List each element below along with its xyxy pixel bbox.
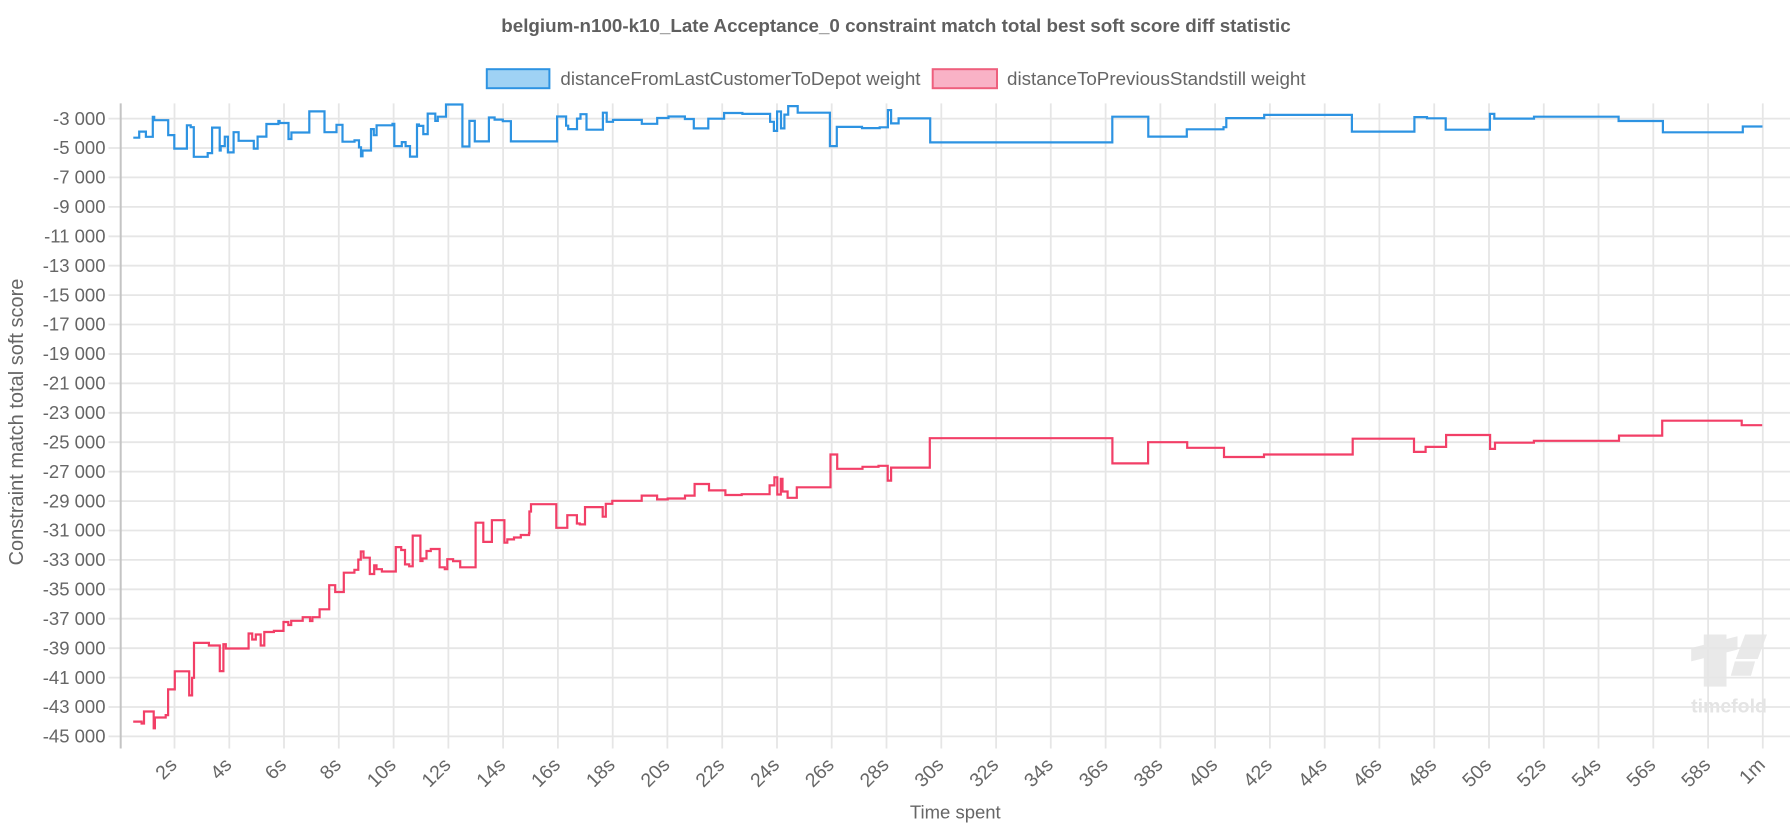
svg-text:-21 000: -21 000 [43,373,106,394]
svg-text:distanceToPreviousStandstill w: distanceToPreviousStandstill weight [1007,68,1306,89]
svg-text:-33 000: -33 000 [43,549,106,570]
svg-text:-35 000: -35 000 [43,579,106,600]
svg-text:-37 000: -37 000 [43,608,106,629]
svg-text:Time spent: Time spent [910,801,1001,822]
svg-text:-3 000: -3 000 [53,108,105,129]
svg-text:-23 000: -23 000 [43,402,106,423]
svg-text:-19 000: -19 000 [43,343,106,364]
svg-text:belgium-n100-k10_Late Acceptan: belgium-n100-k10_Late Acceptance_0 const… [501,15,1290,36]
svg-text:-29 000: -29 000 [43,490,106,511]
svg-text:-39 000: -39 000 [43,637,106,658]
svg-text:-7 000: -7 000 [53,167,105,188]
svg-text:-13 000: -13 000 [43,255,106,276]
svg-text:distanceFromLastCustomerToDepo: distanceFromLastCustomerToDepot weight [560,68,921,89]
svg-text:-25 000: -25 000 [43,431,106,452]
svg-text:-17 000: -17 000 [43,314,106,335]
svg-text:-43 000: -43 000 [43,696,106,717]
svg-text:-45 000: -45 000 [43,726,106,747]
svg-text:-9 000: -9 000 [53,196,105,217]
svg-text:-27 000: -27 000 [43,461,106,482]
svg-text:Constraint match total soft sc: Constraint match total soft score [6,279,28,566]
svg-text:-11 000: -11 000 [44,226,105,247]
svg-text:-31 000: -31 000 [43,520,106,541]
svg-text:-15 000: -15 000 [43,284,106,305]
svg-text:-5 000: -5 000 [53,137,105,158]
svg-text:-41 000: -41 000 [43,667,106,688]
